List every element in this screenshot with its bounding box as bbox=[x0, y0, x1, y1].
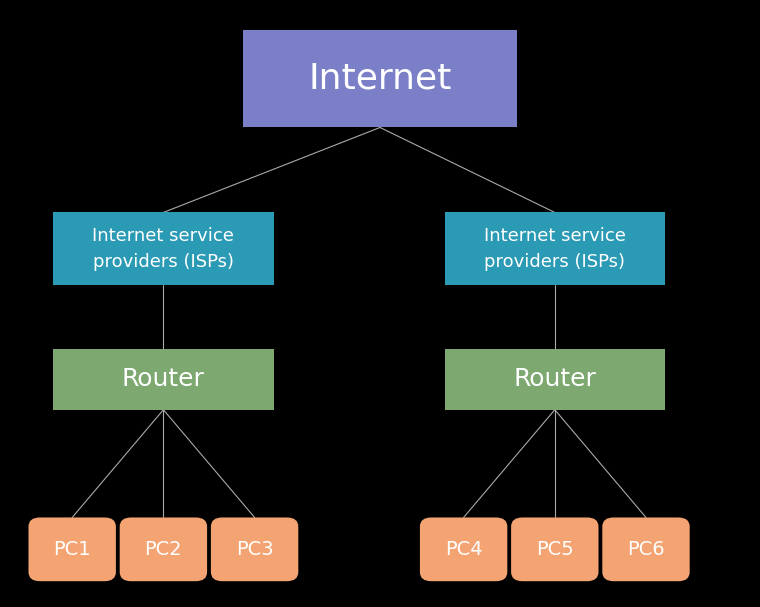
Text: PC3: PC3 bbox=[236, 540, 274, 559]
Text: PC2: PC2 bbox=[144, 540, 182, 559]
FancyBboxPatch shape bbox=[243, 30, 517, 127]
FancyBboxPatch shape bbox=[445, 212, 665, 285]
FancyBboxPatch shape bbox=[53, 212, 274, 285]
FancyBboxPatch shape bbox=[29, 517, 116, 582]
Text: PC4: PC4 bbox=[445, 540, 483, 559]
Text: PC1: PC1 bbox=[53, 540, 91, 559]
Text: PC5: PC5 bbox=[536, 540, 574, 559]
FancyBboxPatch shape bbox=[211, 517, 298, 582]
FancyBboxPatch shape bbox=[53, 349, 274, 410]
FancyBboxPatch shape bbox=[511, 517, 599, 582]
Text: PC6: PC6 bbox=[627, 540, 665, 559]
Text: Internet service
providers (ISPs): Internet service providers (ISPs) bbox=[484, 226, 625, 271]
FancyBboxPatch shape bbox=[420, 517, 508, 582]
FancyBboxPatch shape bbox=[602, 517, 689, 582]
FancyBboxPatch shape bbox=[120, 517, 207, 582]
Text: Router: Router bbox=[122, 367, 205, 392]
Text: Router: Router bbox=[513, 367, 597, 392]
Text: Internet service
providers (ISPs): Internet service providers (ISPs) bbox=[93, 226, 234, 271]
FancyBboxPatch shape bbox=[445, 349, 665, 410]
Text: Internet: Internet bbox=[309, 62, 451, 96]
